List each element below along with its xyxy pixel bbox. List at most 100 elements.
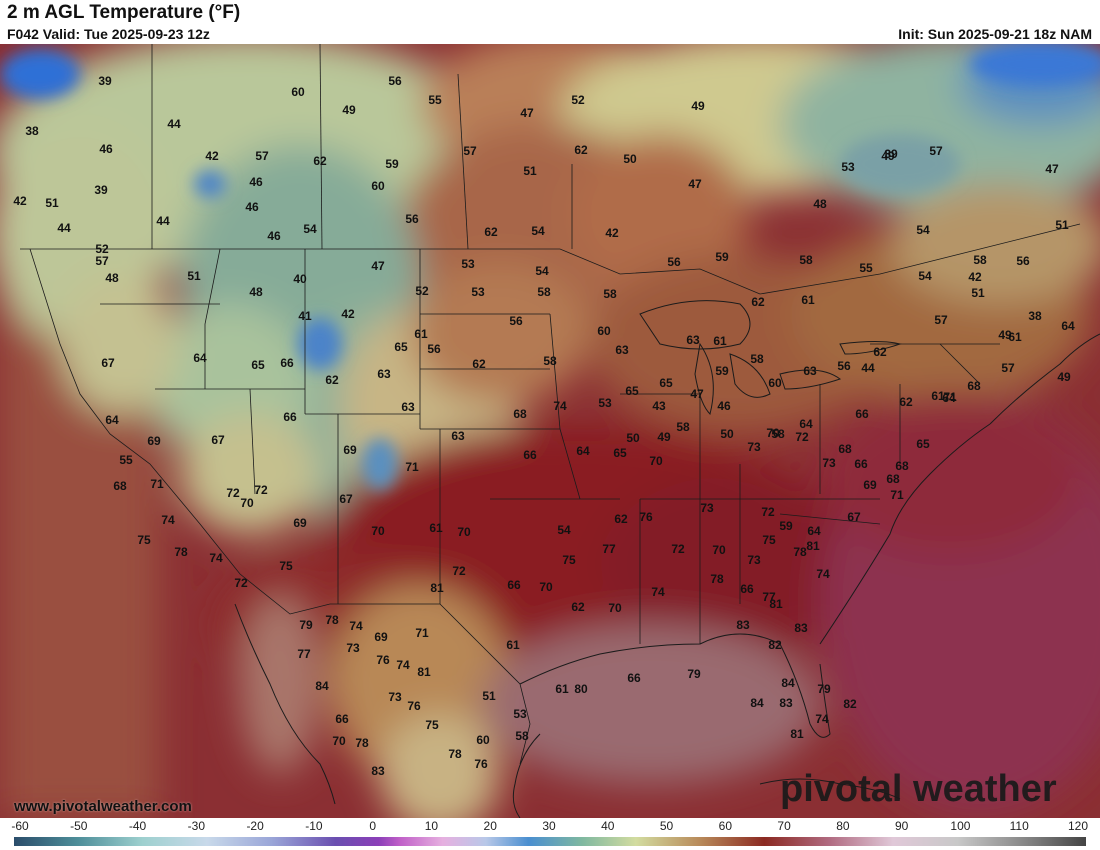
temperature-label: 58 — [515, 729, 529, 743]
temperature-label: 72 — [795, 430, 809, 444]
temperature-label: 66 — [740, 582, 754, 596]
temperature-label: 55 — [428, 93, 442, 107]
temperature-label: 64 — [942, 391, 956, 405]
temperature-label: 83 — [779, 696, 793, 710]
colorbar-tick-label: -40 — [128, 819, 147, 833]
temperature-label: 63 — [686, 333, 700, 347]
temperature-label: 44 — [861, 361, 875, 375]
temperature-label: 57 — [934, 313, 948, 327]
temperature-label: 78 — [355, 736, 369, 750]
temperature-label: 63 — [401, 400, 415, 414]
temperature-label: 65 — [394, 340, 408, 354]
colorbar-tick-label: 120 — [1067, 819, 1089, 833]
temperature-label: 61 — [713, 334, 727, 348]
temperature-label: 71 — [150, 477, 164, 491]
temperature-label: 59 — [385, 157, 399, 171]
temperature-label: 66 — [507, 578, 521, 592]
temperature-label: 59 — [715, 364, 729, 378]
temperature-label: 66 — [854, 457, 868, 471]
temperature-label: 43 — [652, 399, 666, 413]
temperature-label: 47 — [688, 177, 702, 191]
temperature-label: 63 — [377, 367, 391, 381]
temperature-label: 66 — [280, 356, 294, 370]
temperature-label: 49 — [881, 149, 895, 163]
temperature-label: 59 — [715, 250, 729, 264]
temperature-label: 67 — [339, 492, 353, 506]
temperature-label: 80 — [574, 682, 588, 696]
temperature-label: 76 — [407, 699, 421, 713]
temperature-label: 77 — [762, 590, 776, 604]
temperature-label: 54 — [531, 224, 545, 238]
temperature-label: 56 — [388, 74, 402, 88]
temperature-label: 46 — [99, 142, 113, 156]
temperature-label: 70 — [457, 525, 471, 539]
temperature-label: 65 — [625, 384, 639, 398]
colorbar-tick-label: 90 — [894, 819, 909, 833]
colorbar-tick-label: -30 — [187, 819, 205, 833]
temperature-label: 61 — [429, 521, 443, 535]
temperature-label: 68 — [513, 407, 527, 421]
temperature-label: 53 — [461, 257, 475, 271]
temperature-label: 39 — [98, 74, 112, 88]
temperature-label: 47 — [690, 387, 704, 401]
temperature-label: 77 — [602, 542, 616, 556]
temperature-label: 77 — [297, 647, 311, 661]
temperature-label: 49 — [1057, 370, 1071, 384]
temperature-label: 66 — [627, 671, 641, 685]
site-url[interactable]: www.pivotalweather.com — [14, 798, 192, 815]
colorbar: -60 -50 -40 -30 -20 -10 0 10 20 30 40 50 60 70 80 90 100… — [0, 818, 1100, 850]
temperature-label: 69 — [374, 630, 388, 644]
init-time: Init: Sun 2025-09-21 18z NAM — [898, 26, 1092, 42]
temperature-label: 70 — [240, 496, 254, 510]
map-canvas — [0, 44, 1100, 818]
temperature-label: 63 — [615, 343, 629, 357]
temperature-label: 56 — [509, 314, 523, 328]
temperature-label: 62 — [751, 295, 765, 309]
temperature-label: 62 — [313, 154, 327, 168]
valid-time: F042 Valid: Tue 2025-09-23 12z — [7, 26, 210, 42]
colorbar-tick-label: 20 — [483, 819, 497, 833]
temperature-label: 39 — [94, 183, 108, 197]
temperature-label: 48 — [813, 197, 827, 211]
temperature-label: 47 — [1045, 162, 1059, 176]
temperature-label: 41 — [298, 309, 312, 323]
cold-pockets — [0, 44, 1100, 490]
temperature-label: 64 — [576, 444, 590, 458]
temperature-label: 73 — [747, 440, 761, 454]
temperature-label: 39 — [884, 147, 898, 161]
temperature-label: 60 — [476, 733, 490, 747]
temperature-map[interactable]: 39 56 60 55 49 38 44 47 52 49 46 42 57 62 59 57 62 50 39 46… — [0, 44, 1100, 818]
temperature-label: 75 — [762, 533, 776, 547]
temperature-label: 54 — [918, 269, 932, 283]
temperature-label: 44 — [57, 221, 71, 235]
temperature-label: 78 — [448, 747, 462, 761]
temperature-label: 73 — [700, 501, 714, 515]
temperature-label: 79 — [687, 667, 701, 681]
temperature-label: 81 — [806, 539, 820, 553]
temperature-label: 78 — [793, 545, 807, 559]
temperature-label: 65 — [659, 376, 673, 390]
temperature-label: 70 — [608, 601, 622, 615]
temperature-label: 73 — [388, 690, 402, 704]
colorbar-tick-label: -60 — [11, 819, 29, 833]
temperature-label: 60 — [371, 179, 385, 193]
temperature-label: 62 — [472, 357, 486, 371]
temperature-label: 79 — [817, 682, 831, 696]
temperature-label: 74 — [651, 585, 665, 599]
temperature-label: 48 — [249, 285, 263, 299]
temperature-label: 70 — [371, 524, 385, 538]
temperature-label: 47 — [371, 259, 385, 273]
temperature-label: 62 — [614, 512, 628, 526]
temperature-label: 62 — [484, 225, 498, 239]
temperature-label: 70 — [649, 454, 663, 468]
temperature-label: 55 — [859, 261, 873, 275]
temperature-label: 58 — [676, 420, 690, 434]
temperature-label: 64 — [193, 351, 207, 365]
temperature-label: 44 — [167, 117, 181, 131]
temperature-label: 78 — [174, 545, 188, 559]
brand-logo: pivotal weather — [780, 768, 1057, 810]
temperature-label: 48 — [105, 271, 119, 285]
temperature-label: 54 — [916, 223, 930, 237]
temperature-label: 74 — [349, 619, 363, 633]
coastlines — [512, 300, 1100, 818]
